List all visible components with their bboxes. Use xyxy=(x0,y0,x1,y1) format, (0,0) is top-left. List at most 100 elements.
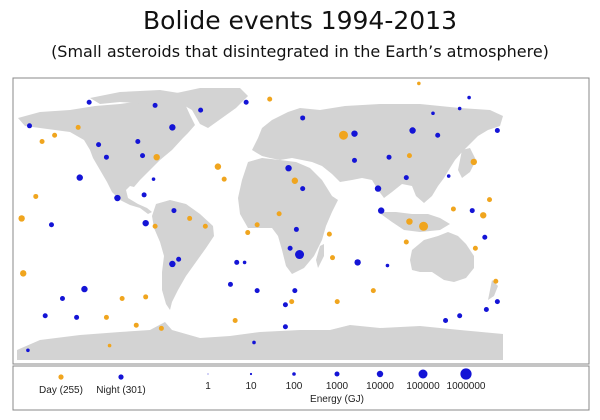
night-bolide-point xyxy=(282,324,288,330)
night-bolide-point xyxy=(409,127,416,134)
day-bolide-point xyxy=(153,154,160,161)
day-bolide-point xyxy=(20,270,27,277)
day-bolide-point xyxy=(202,223,208,229)
europe-asia xyxy=(252,104,503,203)
japan xyxy=(458,148,476,178)
legend-energy-label: 100000 xyxy=(406,381,440,392)
night-bolide-point xyxy=(403,175,409,181)
day-bolide-point xyxy=(334,299,340,305)
night-bolide-point xyxy=(114,194,121,202)
day-bolide-point xyxy=(103,314,109,320)
day-bolide-point xyxy=(75,124,81,130)
night-bolide-point xyxy=(295,250,305,260)
night-bolide-point xyxy=(198,107,204,113)
day-bolide-point xyxy=(493,278,499,284)
night-bolide-point xyxy=(86,99,92,105)
night-bolide-point xyxy=(243,99,249,105)
night-bolide-point xyxy=(282,302,288,308)
legend-energy-scale: 1 10 100 1000 10000 100000 1000000 xyxy=(205,368,486,392)
night-bolide-point xyxy=(483,306,489,312)
night-bolide-point xyxy=(386,154,392,160)
day-bolide-point xyxy=(326,231,332,237)
night-bolide-point xyxy=(292,288,298,294)
day-bolide-point xyxy=(152,223,158,229)
day-bolide-point xyxy=(133,322,139,328)
arctic-islands xyxy=(90,90,185,104)
legend-day-marker xyxy=(58,374,64,380)
night-bolide-point xyxy=(457,313,463,319)
antarctica xyxy=(17,322,503,360)
day-bolide-point xyxy=(370,288,376,294)
night-bolide-point xyxy=(96,142,102,148)
night-bolide-point xyxy=(287,245,293,251)
day-bolide-point xyxy=(480,212,487,219)
night-bolide-point xyxy=(42,313,48,319)
night-bolide-point xyxy=(176,256,182,262)
day-bolide-point xyxy=(339,130,348,140)
australia xyxy=(410,232,474,282)
night-bolide-point xyxy=(431,111,435,116)
madagascar xyxy=(316,244,324,268)
day-bolide-point xyxy=(107,343,112,348)
day-bolide-point xyxy=(450,206,456,212)
legend-energy-marker xyxy=(418,369,428,379)
night-bolide-point xyxy=(374,185,382,192)
africa xyxy=(238,158,338,274)
legend-energy-marker xyxy=(249,372,253,376)
night-bolide-point xyxy=(169,260,176,268)
night-bolide-point xyxy=(443,317,449,323)
night-bolide-point xyxy=(234,259,240,265)
night-bolide-point xyxy=(59,296,65,301)
day-bolide-point xyxy=(245,230,251,236)
legend-day-label: Day (255) xyxy=(39,385,83,396)
night-bolide-point xyxy=(135,139,141,144)
day-bolide-point xyxy=(403,239,409,245)
day-bolide-point xyxy=(232,317,238,323)
legend-energy-marker xyxy=(292,372,296,376)
night-bolide-point xyxy=(27,123,32,129)
day-bolide-point xyxy=(254,222,260,228)
day-bolide-point xyxy=(39,139,45,144)
night-bolide-point xyxy=(169,124,176,131)
legend-energy-label: 1 xyxy=(205,381,211,392)
bolide-points xyxy=(18,81,500,353)
day-bolide-point xyxy=(267,96,273,102)
night-bolide-point xyxy=(300,186,306,192)
day-bolide-point xyxy=(33,193,39,199)
night-bolide-point xyxy=(354,259,361,266)
day-bolide-point xyxy=(487,197,493,203)
night-bolide-point xyxy=(494,299,500,305)
greenland xyxy=(172,88,248,128)
day-bolide-point xyxy=(419,221,429,231)
day-bolide-point xyxy=(330,255,336,261)
legend-night-label: Night (301) xyxy=(96,385,145,396)
night-bolide-point xyxy=(26,348,30,353)
night-bolide-point xyxy=(469,208,475,214)
legend-energy-marker xyxy=(334,371,340,377)
night-bolide-point xyxy=(81,285,88,293)
south-america xyxy=(152,200,214,310)
day-bolide-point xyxy=(417,81,421,86)
legend-energy-title: Energy (GJ) xyxy=(310,394,364,405)
night-bolide-point xyxy=(467,95,471,100)
map-subtitle: (Small asteroids that disintegrated in t… xyxy=(51,42,549,61)
day-bolide-point xyxy=(406,218,413,225)
legend-energy-label: 100 xyxy=(286,381,303,392)
night-bolide-point xyxy=(76,174,83,181)
night-bolide-point xyxy=(171,208,177,214)
day-bolide-point xyxy=(289,299,295,305)
night-bolide-point xyxy=(457,106,462,111)
legend-box xyxy=(12,365,590,411)
legend-energy-label: 1000 xyxy=(326,381,349,392)
day-bolide-point xyxy=(119,296,125,301)
day-bolide-point xyxy=(187,215,193,221)
day-bolide-point xyxy=(143,294,149,300)
night-bolide-point xyxy=(446,174,451,178)
night-bolide-point xyxy=(482,234,488,240)
map-title: Bolide events 1994-2013 xyxy=(143,6,457,35)
legend: Day (255) Night (301) 1 10 100 1000 10000 100… xyxy=(39,368,486,405)
legend-energy-label: 10 xyxy=(245,381,257,392)
night-bolide-point xyxy=(285,164,292,172)
legend-energy-marker xyxy=(460,368,472,380)
